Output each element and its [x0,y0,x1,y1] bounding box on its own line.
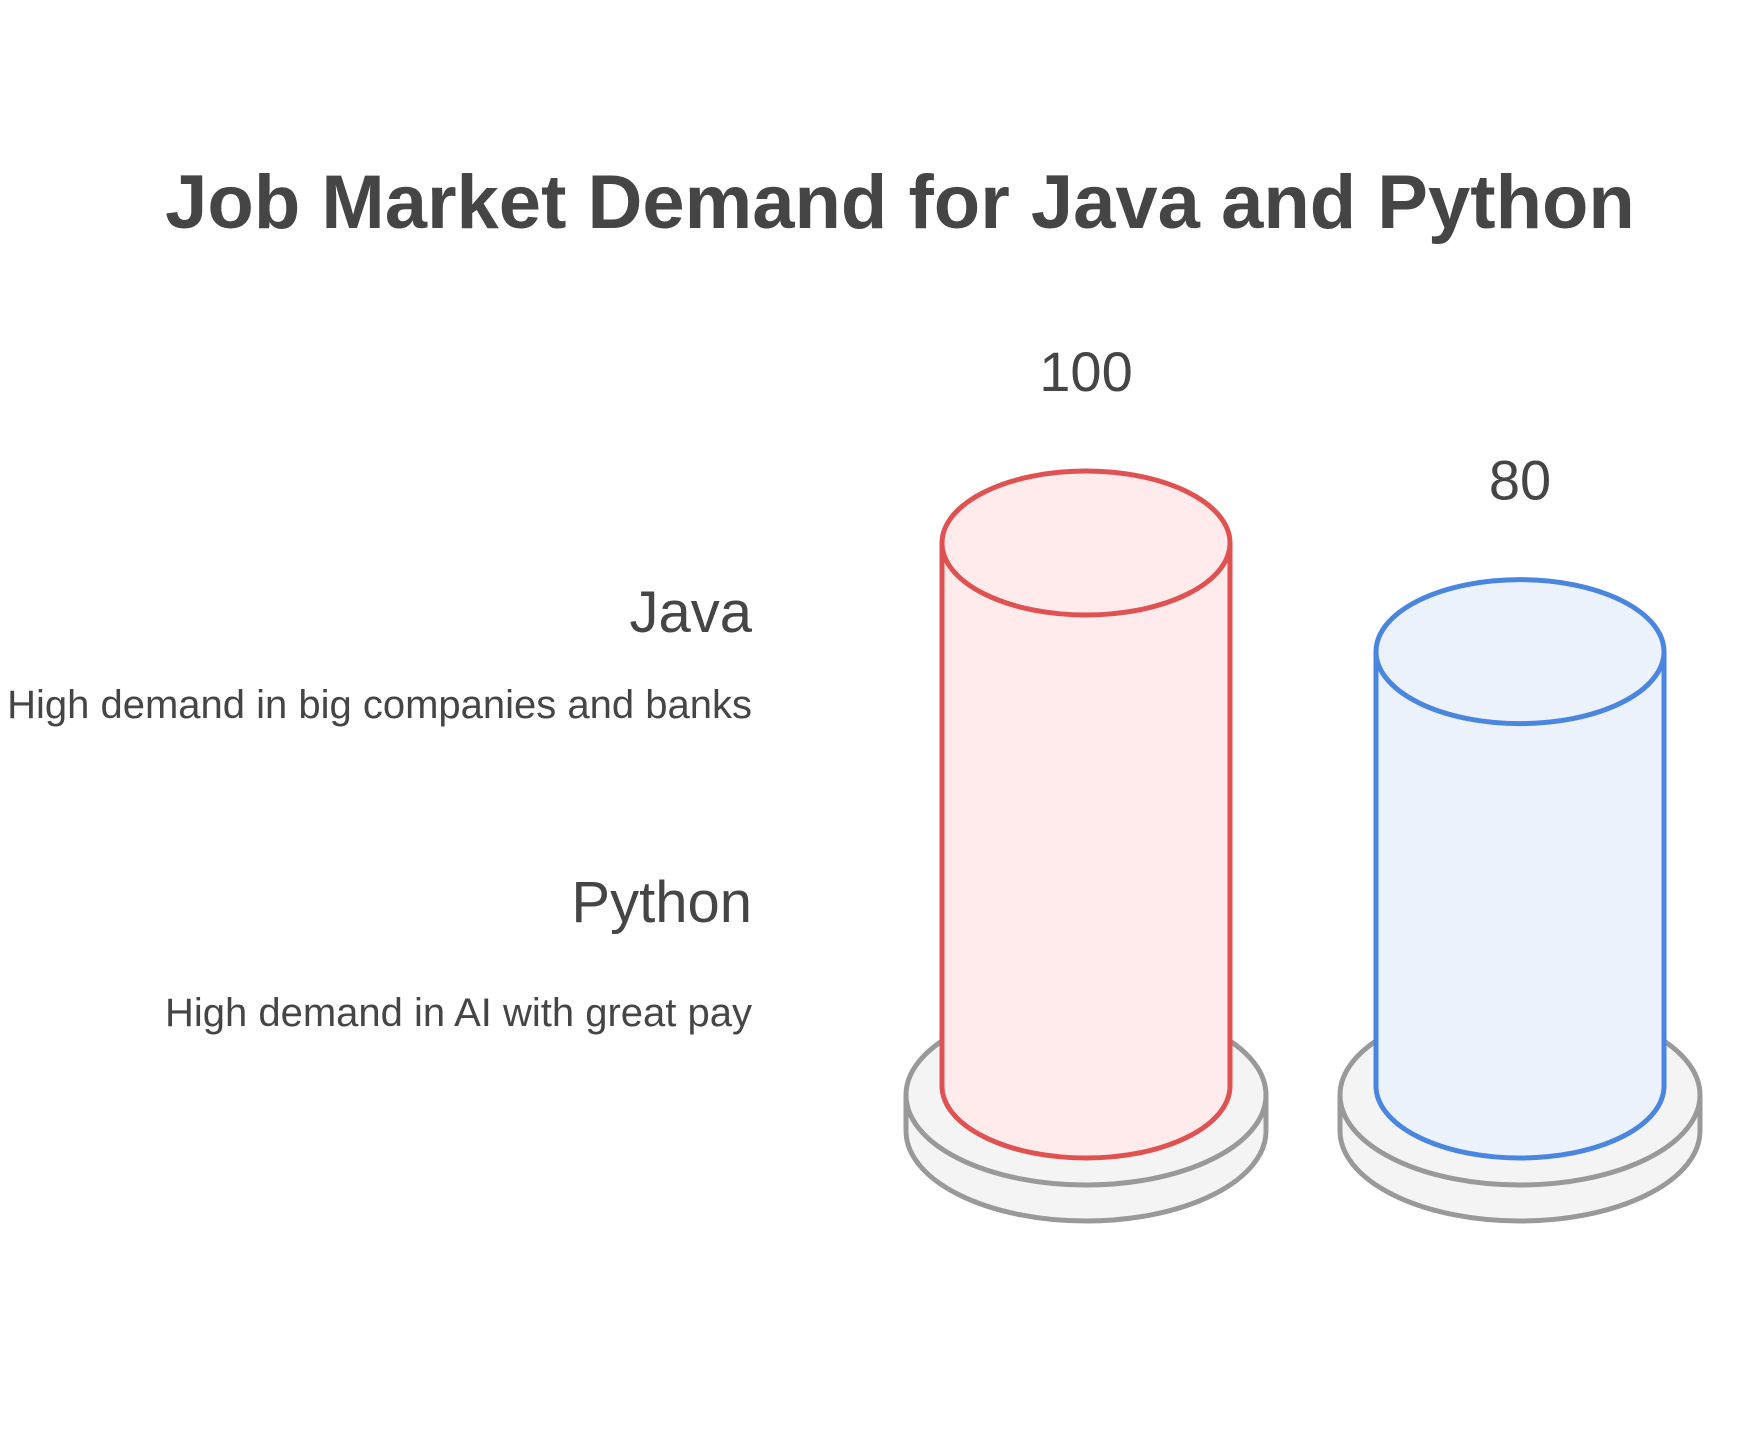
legend-label-python: Python [571,870,752,935]
value-label-java: 100 [1039,340,1132,403]
bar-python [1373,649,1667,1161]
legend-item-java: Java High demand in big companies and ba… [0,578,752,732]
bar-top-python [1373,577,1667,727]
chart-title: Job Market Demand for Java and Python [165,160,1635,245]
legend-description-java: High demand in big companies and banks [7,683,752,727]
bar-top-java [939,468,1233,618]
legend-label-java: Java [629,580,752,645]
value-label-python: 80 [1489,449,1551,512]
bar-java [939,540,1233,1161]
legend-item-python: Python High demand in AI with great pay [0,868,752,1040]
legend-description-python: High demand in AI with great pay [164,991,752,1035]
